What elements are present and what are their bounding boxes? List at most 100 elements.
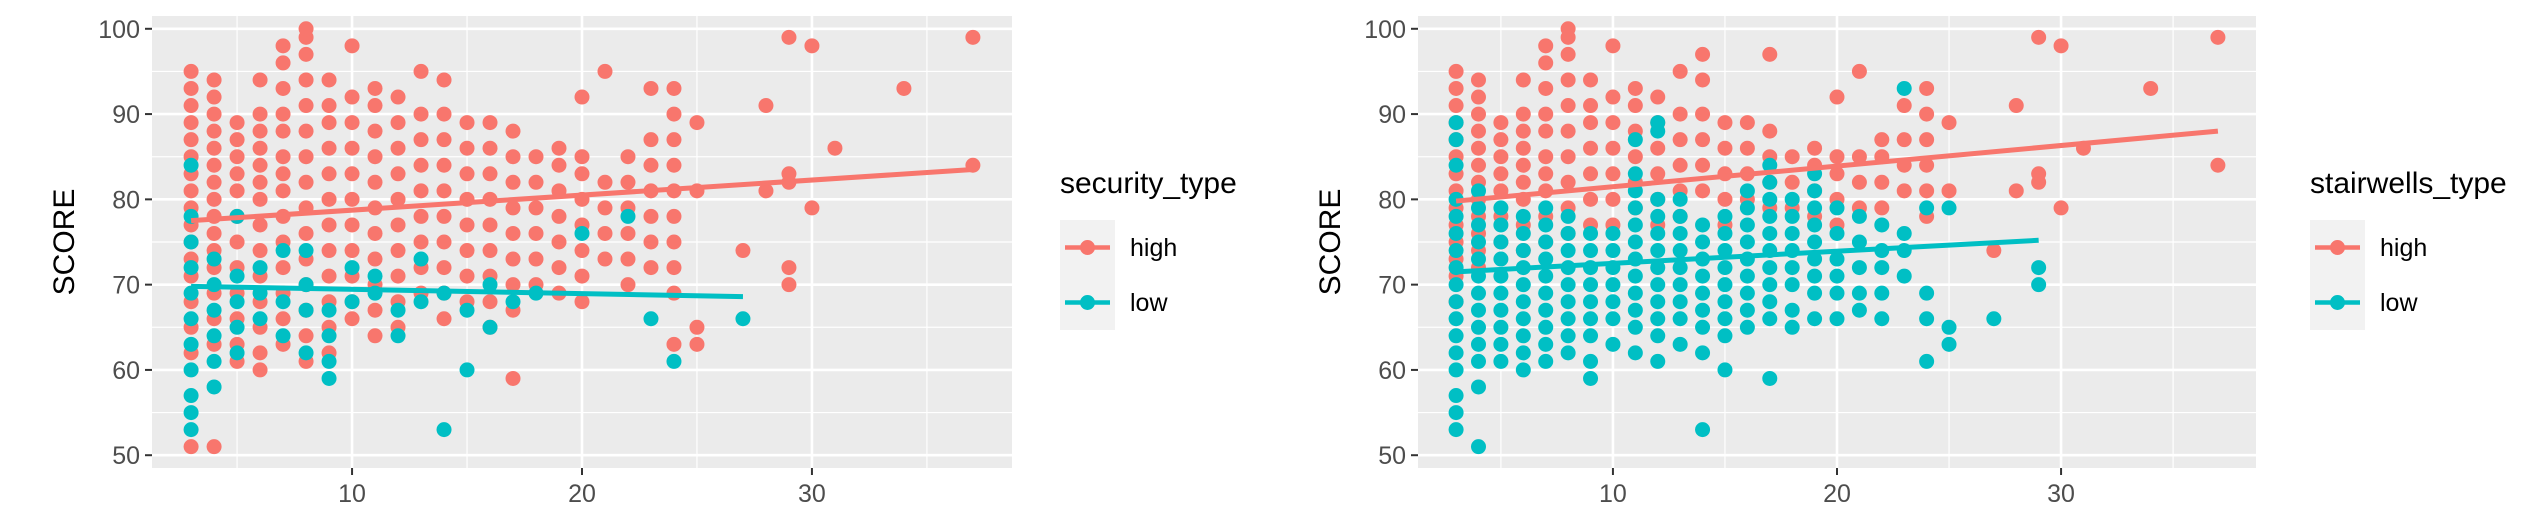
data-point-high [1784, 174, 1800, 190]
data-point-low [1784, 225, 1800, 241]
data-point-high [436, 157, 452, 173]
data-point-high [1874, 174, 1890, 190]
data-point-high [505, 200, 521, 216]
data-point-high [413, 106, 429, 122]
data-point-high [1874, 200, 1890, 216]
data-point-high [666, 80, 682, 96]
y-tick-label: 50 [112, 442, 140, 470]
data-point-low [505, 294, 521, 310]
data-point-high [413, 132, 429, 148]
data-point-low [1470, 234, 1486, 250]
data-point-low [1448, 294, 1464, 310]
data-point-high [597, 200, 613, 216]
data-point-low [1448, 243, 1464, 259]
data-point-high [1851, 63, 1867, 79]
data-point-low [1650, 294, 1666, 310]
data-point-low [1515, 345, 1531, 361]
data-point-high [183, 183, 199, 199]
legend-label-low: low [1130, 289, 1168, 317]
data-point-low [1560, 243, 1576, 259]
data-point-high [1829, 166, 1845, 182]
data-point-high [413, 208, 429, 224]
data-point-low [1560, 225, 1576, 241]
data-point-high [321, 217, 337, 233]
data-point-low [1784, 319, 1800, 335]
legend-label-low: low [2380, 289, 2418, 317]
data-point-low [1560, 328, 1576, 344]
data-point-low [1941, 336, 1957, 352]
data-point-low [321, 302, 337, 318]
y-axis-title: SCORE [48, 189, 81, 296]
chart-panel-2: 10 20 30 50 60 70 80 90 100 SCORE stairwells_typeh… [1314, 16, 2507, 508]
data-point-low [1739, 217, 1755, 233]
data-point-high [275, 80, 291, 96]
data-point-low [735, 311, 751, 327]
legend-title: stairwells_type [2310, 167, 2507, 200]
data-point-low [298, 302, 314, 318]
data-point-high [367, 80, 383, 96]
data-point-low [1470, 183, 1486, 199]
data-point-high [206, 191, 222, 207]
data-point-high [2031, 29, 2047, 45]
data-point-low [1807, 268, 1823, 284]
data-point-high [367, 123, 383, 139]
data-point-high [1560, 98, 1576, 114]
data-point-high [781, 260, 797, 276]
data-point-high [1560, 149, 1576, 165]
data-point-high [528, 251, 544, 267]
data-point-high [1583, 191, 1599, 207]
data-point-high [551, 260, 567, 276]
data-point-high [1538, 106, 1554, 122]
data-point-high [390, 191, 406, 207]
data-point-high [781, 166, 797, 182]
data-point-high [367, 225, 383, 241]
data-point-high [390, 140, 406, 156]
data-point-high [344, 89, 360, 105]
data-point-low [183, 311, 199, 327]
data-point-high [643, 80, 659, 96]
data-point-low [1515, 225, 1531, 241]
data-point-low [1560, 345, 1576, 361]
data-point-high [1605, 38, 1621, 54]
data-point-high [367, 328, 383, 344]
legend-label-high: high [2380, 234, 2427, 262]
data-point-low [1941, 319, 1957, 335]
data-point-high [666, 234, 682, 250]
data-point-high [643, 260, 659, 276]
data-point-high [574, 89, 590, 105]
data-point-low [1650, 115, 1666, 131]
data-point-high [551, 208, 567, 224]
data-point-high [1448, 98, 1464, 114]
data-point-low [1717, 294, 1733, 310]
data-point-low [1986, 311, 2002, 327]
data-point-high [528, 174, 544, 190]
data-point-high [436, 106, 452, 122]
data-point-low [1538, 251, 1554, 267]
data-point-high [574, 294, 590, 310]
data-point-low [1851, 234, 1867, 250]
data-point-high [206, 157, 222, 173]
data-point-high [1695, 46, 1711, 62]
data-point-low [1650, 353, 1666, 369]
data-point-high [183, 132, 199, 148]
data-point-low [2031, 277, 2047, 293]
data-point-low [1470, 217, 1486, 233]
data-point-high [643, 157, 659, 173]
data-point-low [183, 157, 199, 173]
data-point-low [1583, 294, 1599, 310]
data-point-low [459, 362, 475, 378]
data-point-high [321, 140, 337, 156]
data-point-high [344, 140, 360, 156]
data-point-high [1605, 166, 1621, 182]
data-point-low [1672, 336, 1688, 352]
data-point-high [252, 123, 268, 139]
data-point-low [1739, 285, 1755, 301]
data-point-high [597, 251, 613, 267]
data-point-low [1762, 191, 1778, 207]
x-tick-label: 10 [1599, 480, 1627, 508]
data-point-high [1515, 123, 1531, 139]
data-point-high [1470, 106, 1486, 122]
data-point-high [275, 149, 291, 165]
data-point-high [781, 277, 797, 293]
data-point-high [275, 106, 291, 122]
